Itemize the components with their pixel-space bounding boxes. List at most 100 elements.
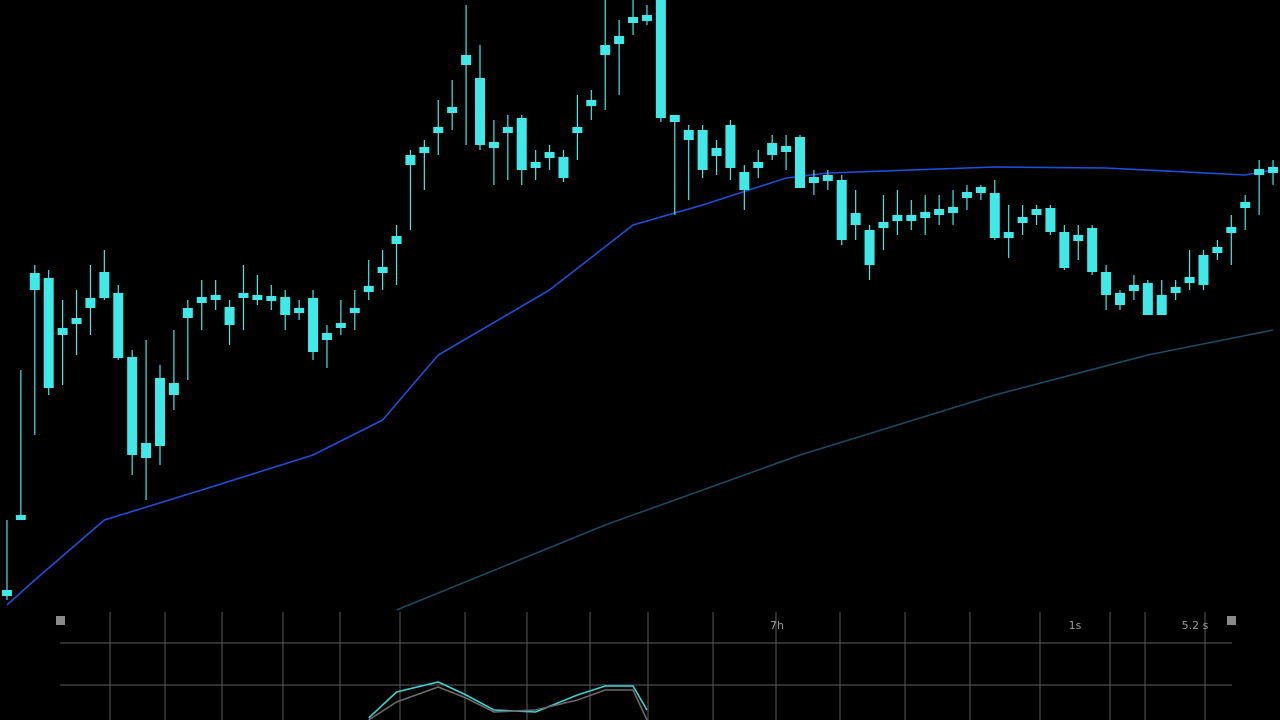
candle-body: [628, 17, 639, 23]
candle-body: [266, 296, 277, 301]
candle-body: [168, 383, 179, 395]
candle-body: [572, 127, 583, 133]
candle-body: [934, 209, 945, 215]
candle-body: [558, 157, 569, 178]
candle-body: [182, 308, 193, 318]
candle-body: [252, 295, 263, 300]
candle-body: [948, 207, 959, 213]
candle-body: [15, 515, 26, 520]
candle-body: [29, 273, 40, 290]
axis-annotation: 7h: [770, 619, 784, 632]
candle-body: [363, 286, 374, 292]
indicator-line: [396, 329, 1274, 611]
candle-body: [1142, 283, 1153, 315]
candle-body: [767, 143, 778, 155]
candle-body: [878, 222, 889, 228]
candle-body: [391, 236, 402, 244]
candle-body: [419, 147, 430, 153]
indicator-line: [368, 686, 648, 720]
candle-body: [1254, 169, 1265, 175]
candle-body: [335, 323, 346, 328]
candle-body: [1212, 247, 1223, 253]
candle-body: [600, 45, 611, 55]
candle-body: [1198, 255, 1209, 285]
candle-body: [906, 215, 917, 221]
candle-body: [488, 142, 499, 148]
candle-body: [641, 15, 652, 21]
candle-body: [1184, 277, 1195, 283]
candle-body: [1031, 209, 1042, 215]
indicator-line: [6, 166, 1274, 606]
candle-body: [141, 443, 152, 458]
candle-body: [349, 308, 360, 313]
candle-body: [864, 230, 875, 265]
candle-body: [99, 272, 110, 298]
candle-body: [836, 180, 847, 240]
candle-body: [280, 297, 291, 315]
candle-body: [781, 146, 792, 152]
candle-body: [669, 115, 680, 122]
candle-body: [1268, 167, 1279, 173]
candle-body: [433, 127, 444, 133]
candle-body: [614, 36, 625, 44]
candle-body: [753, 162, 764, 168]
candle-body: [127, 357, 138, 455]
candle-body: [961, 192, 972, 198]
candle-body: [321, 333, 332, 340]
candle-body: [57, 328, 68, 335]
candle-body: [1045, 208, 1056, 232]
candle-body: [1128, 285, 1139, 291]
candle-body: [502, 127, 513, 133]
candle-body: [1017, 217, 1028, 223]
candle-body: [1240, 202, 1251, 208]
candle-body: [43, 278, 54, 388]
candle-body: [377, 267, 388, 273]
candle-body: [892, 215, 903, 221]
candle-body: [461, 55, 472, 65]
candle-body: [586, 100, 597, 106]
candle-body: [308, 298, 319, 352]
candle-body: [850, 213, 861, 225]
candle-body: [739, 172, 750, 190]
candle-body: [516, 118, 527, 170]
axis-annotation: 1s: [1069, 619, 1082, 632]
candle-body: [808, 177, 819, 183]
candle-body: [794, 137, 806, 188]
candle-body: [224, 307, 235, 325]
candle-body: [1226, 227, 1237, 233]
candle-body: [294, 308, 305, 313]
axis-annotation: 5.2 s: [1182, 619, 1209, 632]
candle-body: [822, 175, 833, 181]
panel-handle: [1227, 616, 1236, 625]
candle-body: [697, 130, 708, 170]
candle-body: [975, 187, 986, 193]
candle-body: [530, 162, 541, 168]
candle-body: [1114, 293, 1126, 305]
candle-body: [405, 155, 416, 165]
candle-body: [154, 378, 166, 446]
candle-body: [1170, 287, 1181, 293]
candle-body: [1101, 272, 1112, 295]
candle-body: [1087, 228, 1098, 272]
candle-body: [1156, 295, 1167, 315]
indicator-line: [368, 681, 648, 719]
candle-body: [683, 130, 694, 140]
candle-body: [544, 152, 555, 158]
candle-body: [920, 212, 931, 218]
candle-body: [711, 148, 722, 156]
candle-body: [1, 590, 12, 596]
candle-body: [655, 0, 666, 118]
candle-body: [238, 293, 249, 298]
candle-body: [474, 78, 486, 145]
candle-body: [196, 297, 207, 303]
candle-body: [1073, 235, 1084, 241]
candle-body: [1059, 232, 1070, 268]
candle-body: [71, 318, 82, 324]
candle-body: [447, 107, 458, 113]
candle-body: [85, 298, 96, 308]
candle-body: [725, 125, 736, 168]
candle-body: [1003, 232, 1014, 238]
panel-handle: [56, 616, 65, 625]
candle-body: [113, 293, 124, 358]
